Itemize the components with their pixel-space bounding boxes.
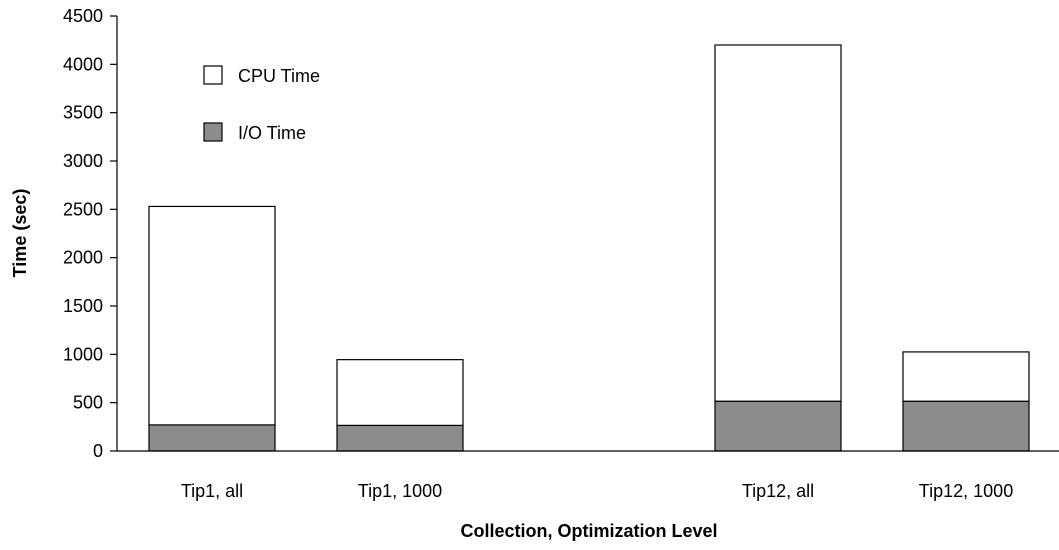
bar-cpu-time-tip12-all [714, 44, 842, 402]
x-axis: Tip1, all Tip1, 1000 Tip12, all Tip12, 1000 [117, 450, 1059, 501]
x-category-label: Tip12, 1000 [919, 481, 1013, 501]
y-tick-label: 0 [93, 441, 103, 461]
y-tick-label: 2000 [63, 248, 103, 268]
x-category-label: Tip1, all [181, 481, 243, 501]
y-tick-label: 3000 [63, 151, 103, 171]
y-axis-title: Time (sec) [10, 189, 30, 278]
bar-cpu-time-tip12-1000 [902, 351, 1030, 402]
y-tick-label: 3500 [63, 103, 103, 123]
bar-cpu-time-tip1-all [148, 205, 276, 426]
x-category-label: Tip12, all [742, 481, 814, 501]
bar-i-o-time-tip12-1000 [902, 400, 1030, 452]
bar-i-o-time-tip1-1000 [336, 424, 464, 452]
y-tick-label: 500 [73, 393, 103, 413]
y-tick-label: 1500 [63, 296, 103, 316]
legend-label-io-time: I/O Time [238, 123, 306, 143]
legend-swatch-io-time [203, 122, 223, 142]
legend-label-cpu-time: CPU Time [238, 66, 320, 86]
bars [148, 44, 1030, 452]
legend: CPU Time I/O Time [203, 65, 320, 143]
y-tick-label: 1000 [63, 344, 103, 364]
bar-i-o-time-tip12-all [714, 400, 842, 452]
bar-cpu-time-tip1-1000 [336, 359, 464, 426]
y-tick-label: 4500 [63, 6, 103, 26]
legend-swatch-cpu-time [203, 65, 223, 85]
x-category-label: Tip1, 1000 [358, 481, 442, 501]
y-tick-label: 4000 [63, 54, 103, 74]
y-tick-label: 2500 [63, 199, 103, 219]
x-axis-title: Collection, Optimization Level [460, 521, 717, 541]
y-axis: 0 500 1000 1500 2000 2500 3000 3500 4000 4500 [63, 6, 118, 461]
bar-i-o-time-tip1-all [148, 424, 276, 452]
